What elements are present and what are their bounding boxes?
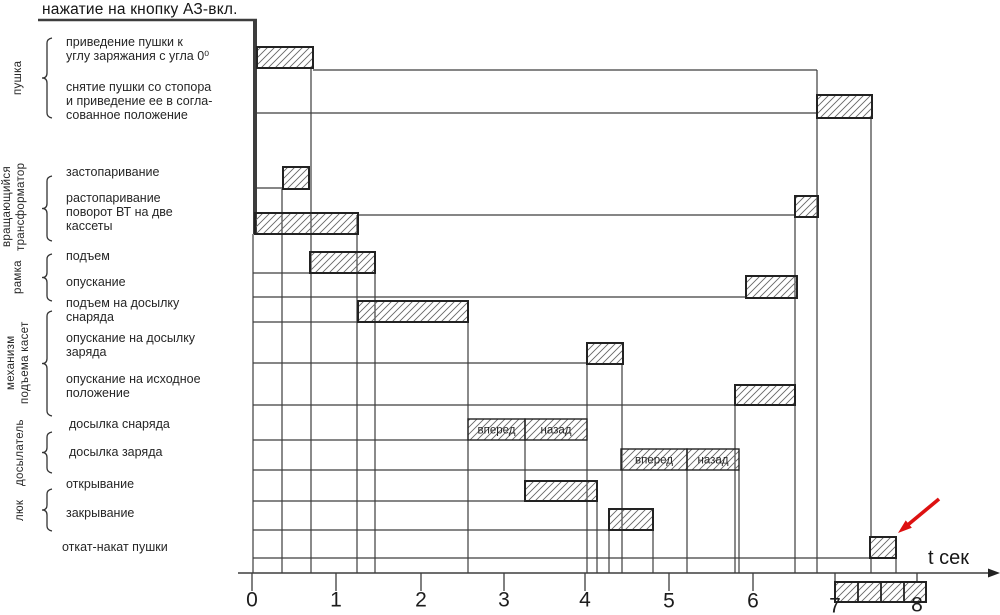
brace-пушка — [41, 37, 53, 119]
red-arrow-shaft — [904, 497, 941, 529]
bar-label-dosylka-zaryada-vpered: вперед — [635, 455, 673, 467]
axis-unit-label: t сек — [928, 547, 969, 569]
row-label-4: растопаривание поворот ВТ на две кассеты — [66, 191, 173, 233]
bar-snyatie-so-stopora — [816, 94, 873, 119]
axis-tick-label: 2 — [415, 588, 427, 611]
bar-zastoporivanie — [282, 166, 310, 190]
axis-tick-label: 1 — [330, 588, 342, 611]
bar-dosylka-snaryada-nazad — [524, 418, 588, 441]
row-label-11: досылка заряда — [69, 445, 163, 459]
grid-lines-layer — [38, 18, 897, 573]
bar-label-dosylka-zaryada-nazad: назад — [698, 455, 729, 467]
brace-механизм — [41, 310, 53, 417]
bar-zastoporivanie-konets — [794, 195, 819, 218]
axis-tick-label: 0 — [246, 588, 258, 611]
axis-tick-label: 5 — [663, 589, 675, 612]
time-axis: 0 1 2 3 4 5 6 7 8 — [238, 568, 1000, 615]
row-label-6: опускание — [66, 275, 126, 289]
group-label-досылатель: досылатель — [14, 418, 26, 486]
brace-рамка — [41, 253, 53, 302]
bar-rastoporivanie-povorot-vt — [254, 212, 359, 235]
row-label-7: подъем на досылку снаряда — [66, 296, 180, 324]
axis-arrow-icon — [988, 568, 1000, 578]
bar-opuskanie-ramki — [745, 275, 798, 299]
bar-opuskanie-na-iskhodnoe — [734, 384, 796, 406]
axis-tick-label: 3 — [498, 588, 510, 611]
row-label-9: опускание на исходное положение — [66, 372, 201, 400]
row-label-14: откат-накат пушки — [62, 540, 168, 554]
bar-otkryvanie-lyuka — [524, 480, 598, 502]
page-title: нажатие на кнопку АЗ-вкл. — [42, 1, 238, 18]
group-label-рамка: рамка — [12, 260, 24, 294]
axis-tick-label: 8 — [911, 593, 923, 615]
bar-podyom-na-dosylku-snaryada — [357, 300, 469, 323]
red-arrow-annotation — [898, 497, 941, 533]
row-label-1: приведение пушки к углу заряжания с угла… — [66, 35, 210, 63]
bars-layer: вперед назад вперед назад — [254, 46, 897, 559]
axis-tick-label: 7 — [829, 594, 841, 615]
brace-люк — [41, 488, 53, 532]
axis-tick-label: 6 — [747, 589, 759, 612]
row-label-8: опускание на досылку заряда — [66, 331, 196, 359]
row-label-13: закрывание — [66, 506, 135, 520]
bar-dosylka-zaryada-nazad — [686, 448, 740, 471]
group-label-пушка: пушка — [12, 60, 24, 96]
bar-otkat-nakat — [869, 536, 897, 559]
row-label-10: досылка снаряда — [69, 417, 170, 431]
red-arrow-head-icon — [898, 520, 912, 533]
bar-label-dosylka-snaryada-nazad: назад — [541, 425, 572, 437]
row-label-12: открывание — [66, 477, 135, 491]
bar-opuskanie-na-dosylku-zaryada — [586, 342, 624, 365]
group-label-механизм: механизм — [5, 335, 17, 391]
brace-вращающийся — [41, 175, 53, 242]
brace-досылатель — [41, 431, 53, 474]
bar-privedenie-pushki — [256, 46, 314, 69]
group-label-люк: люк — [14, 499, 26, 521]
group-braces — [41, 37, 53, 532]
group-label-подъема касет: подъема касет — [19, 321, 31, 405]
row-label-5: подъем — [66, 249, 110, 263]
axis-tick-label: 4 — [579, 588, 591, 611]
row-label-2: снятие пушки со стопора и приведение ее … — [66, 80, 213, 122]
bar-podyom-ramki — [309, 251, 376, 274]
row-label-3: застопаривание — [66, 165, 160, 179]
bar-label-dosylka-snaryada-vpered: вперед — [478, 425, 516, 437]
bar-zakryvanie-lyuka — [608, 508, 654, 531]
